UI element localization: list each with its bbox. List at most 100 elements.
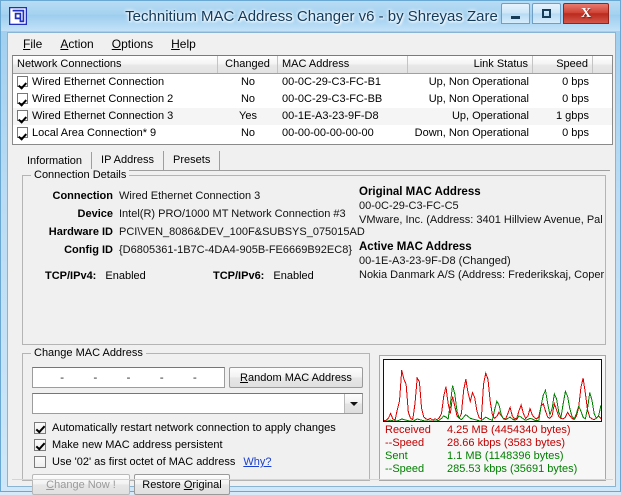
column-header-changed[interactable]: Changed bbox=[218, 56, 278, 73]
detail-label-hardware-id: Hardware ID bbox=[48, 226, 113, 238]
checkbox-use-02-octet-label: Use '02' as first octet of MAC address bbox=[52, 456, 236, 468]
detail-value-hardware-id: PCI\VEN_8086&DEV_100F&SUBSYS_075015AD bbox=[119, 226, 365, 238]
mac-address-input[interactable]: - - - - - bbox=[32, 367, 225, 388]
row-checkbox[interactable] bbox=[17, 110, 28, 121]
change-mac-title: Change MAC Address bbox=[31, 347, 146, 359]
maximize-button[interactable] bbox=[532, 3, 561, 24]
column-header-network-connections[interactable]: Network Connections bbox=[13, 56, 218, 73]
stat-row-sent-speed: --Speed 285.53 kbps (35691 bytes) bbox=[383, 463, 602, 476]
checkbox-use-02-octet-box[interactable] bbox=[34, 456, 46, 468]
minimize-button[interactable] bbox=[501, 3, 530, 24]
mac-preset-combobox[interactable] bbox=[32, 393, 363, 414]
column-header-filler bbox=[593, 56, 612, 73]
detail-value-config-id: {D6805361-1B7C-4DA4-905B-FE6669B92EC8} bbox=[119, 244, 352, 256]
cell-mac-address: 00-00-00-00-00-00 bbox=[282, 127, 374, 139]
mac-preset-value bbox=[33, 394, 362, 400]
row-checkbox[interactable] bbox=[17, 127, 28, 138]
table-row[interactable]: Wired Ethernet Connection 3 Yes 00-1E-A3-2… bbox=[13, 108, 612, 125]
technitium-logo-icon bbox=[8, 6, 28, 26]
active-mac-vendor: Nokia Danmark A/S (Address: Frederikskaj… bbox=[359, 269, 605, 281]
chevron-down-icon[interactable] bbox=[344, 394, 362, 413]
tcp-ipv6-label: TCP/IPv6: bbox=[213, 270, 265, 282]
table-row[interactable]: Wired Ethernet Connection 2 No 00-0C-29-C3… bbox=[13, 91, 612, 108]
received-label: Received bbox=[385, 424, 431, 436]
menu-action[interactable]: Action bbox=[60, 36, 94, 51]
tab-ip-address[interactable]: IP Address bbox=[92, 151, 165, 170]
chart-series-sent bbox=[384, 385, 601, 421]
mac-separator-2: - bbox=[93, 371, 98, 384]
column-header-link-status[interactable]: Link Status bbox=[408, 56, 533, 73]
checkbox-persistent-label: Make new MAC address persistent bbox=[52, 439, 223, 451]
network-connections-list[interactable]: Network Connections Changed MAC Address … bbox=[12, 55, 613, 145]
detail-label-config-id: Config ID bbox=[64, 244, 113, 256]
checkbox-persistent[interactable]: Make new MAC address persistent bbox=[34, 439, 223, 451]
original-mac-vendor: VMware, Inc. (Address: 3401 Hillview Ave… bbox=[359, 214, 603, 226]
cell-link-status: Down, Non Operational bbox=[414, 127, 529, 139]
close-button[interactable]: X bbox=[563, 3, 609, 24]
active-mac-heading: Active MAC Address bbox=[359, 241, 472, 253]
tab-information[interactable]: Information bbox=[18, 152, 93, 171]
menu-help[interactable]: Help bbox=[171, 36, 196, 51]
detail-value-connection: Wired Ethernet Connection 3 bbox=[119, 190, 261, 202]
menu-options[interactable]: Options bbox=[111, 36, 154, 51]
menu-file[interactable]: File bbox=[23, 36, 43, 51]
cell-connection-name: Wired Ethernet Connection 2 bbox=[13, 91, 218, 108]
cell-mac-address: 00-0C-29-C3-FC-B1 bbox=[282, 76, 382, 88]
cell-speed: 1 gbps bbox=[555, 110, 589, 122]
list-header: Network Connections Changed MAC Address … bbox=[13, 56, 612, 74]
received-speed-label: --Speed bbox=[385, 437, 425, 449]
column-header-speed[interactable]: Speed bbox=[533, 56, 593, 73]
cell-connection-name: Wired Ethernet Connection 3 bbox=[13, 108, 218, 125]
tcp-ipv4-value: Enabled bbox=[105, 270, 146, 282]
mac-separator-5: - bbox=[192, 371, 197, 384]
column-header-mac-address[interactable]: MAC Address bbox=[278, 56, 408, 73]
cell-mac-address: 00-0C-29-C3-FC-BB bbox=[282, 93, 383, 105]
title-bar[interactable]: Technitium MAC Address Changer v6 - by S… bbox=[1, 1, 620, 32]
minimize-icon bbox=[502, 4, 529, 23]
row-checkbox[interactable] bbox=[17, 76, 28, 87]
checkbox-use-02-octet[interactable]: Use '02' as first octet of MAC address W… bbox=[34, 456, 271, 468]
table-row[interactable]: Wired Ethernet Connection No 00-0C-29-C3-F… bbox=[13, 74, 612, 91]
random-mac-address-button[interactable]: Random MAC Address bbox=[229, 367, 363, 388]
maximize-icon bbox=[533, 4, 560, 23]
cell-connection-name: Wired Ethernet Connection bbox=[13, 74, 218, 91]
sent-value: 1.1 MB (1148396 bytes) bbox=[447, 450, 564, 462]
stat-row-sent: Sent 1.1 MB (1148396 bytes) bbox=[383, 450, 602, 463]
checkbox-persistent-box[interactable] bbox=[34, 439, 46, 451]
stat-row-received-speed: --Speed 28.66 kbps (3583 bytes) bbox=[383, 437, 602, 450]
cell-changed: Yes bbox=[239, 110, 257, 122]
stat-row-received: Received 4.25 MB (4454340 bytes) bbox=[383, 424, 602, 437]
cell-link-status: Up, Non Operational bbox=[428, 76, 529, 88]
sent-speed-value: 285.53 kbps (35691 bytes) bbox=[447, 463, 578, 475]
status-bar bbox=[12, 479, 613, 483]
chart-series-received bbox=[384, 370, 601, 421]
mac-separator-1: - bbox=[60, 371, 65, 384]
row-checkbox[interactable] bbox=[17, 93, 28, 104]
checkbox-auto-restart[interactable]: Automatically restart network connection… bbox=[34, 422, 336, 434]
sent-label: Sent bbox=[385, 450, 408, 462]
original-mac-block: Original MAC Address 00-0C-29-C3-FC-C5 V… bbox=[359, 186, 605, 226]
table-row[interactable]: Local Area Connection* 9 No 00-00-00-00-00… bbox=[13, 125, 612, 142]
cell-mac-address: 00-1E-A3-23-9F-D8 bbox=[282, 110, 379, 122]
cell-changed: No bbox=[240, 127, 256, 139]
cell-link-status: Up, Non Operational bbox=[428, 93, 529, 105]
cell-changed: No bbox=[240, 93, 256, 105]
detail-label-connection: Connection bbox=[52, 190, 114, 202]
received-speed-value: 28.66 kbps (3583 bytes) bbox=[447, 437, 566, 449]
list-body: Wired Ethernet Connection No 00-0C-29-C3-F… bbox=[13, 74, 612, 142]
cell-speed: 0 bps bbox=[562, 127, 589, 139]
detail-value-device: Intel(R) PRO/1000 MT Network Connection … bbox=[119, 208, 346, 220]
cell-speed: 0 bps bbox=[562, 76, 589, 88]
detail-label-device: Device bbox=[77, 208, 113, 220]
tcp-ipv6-row: TCP/IPv6: Enabled bbox=[213, 270, 314, 282]
checkbox-auto-restart-box[interactable] bbox=[34, 422, 46, 434]
menu-bar: File Action Options Help bbox=[8, 33, 615, 54]
active-mac-block: Active MAC Address 00-1E-A3-23-9F-D8 (Ch… bbox=[359, 241, 605, 281]
cell-connection-name: Local Area Connection* 9 bbox=[13, 125, 218, 142]
tcp-ipv6-value: Enabled bbox=[273, 270, 314, 282]
tab-presets[interactable]: Presets bbox=[164, 151, 221, 170]
why-link[interactable]: Why? bbox=[243, 456, 272, 468]
received-value: 4.25 MB (4454340 bytes) bbox=[447, 424, 571, 436]
cell-changed: No bbox=[240, 76, 256, 88]
